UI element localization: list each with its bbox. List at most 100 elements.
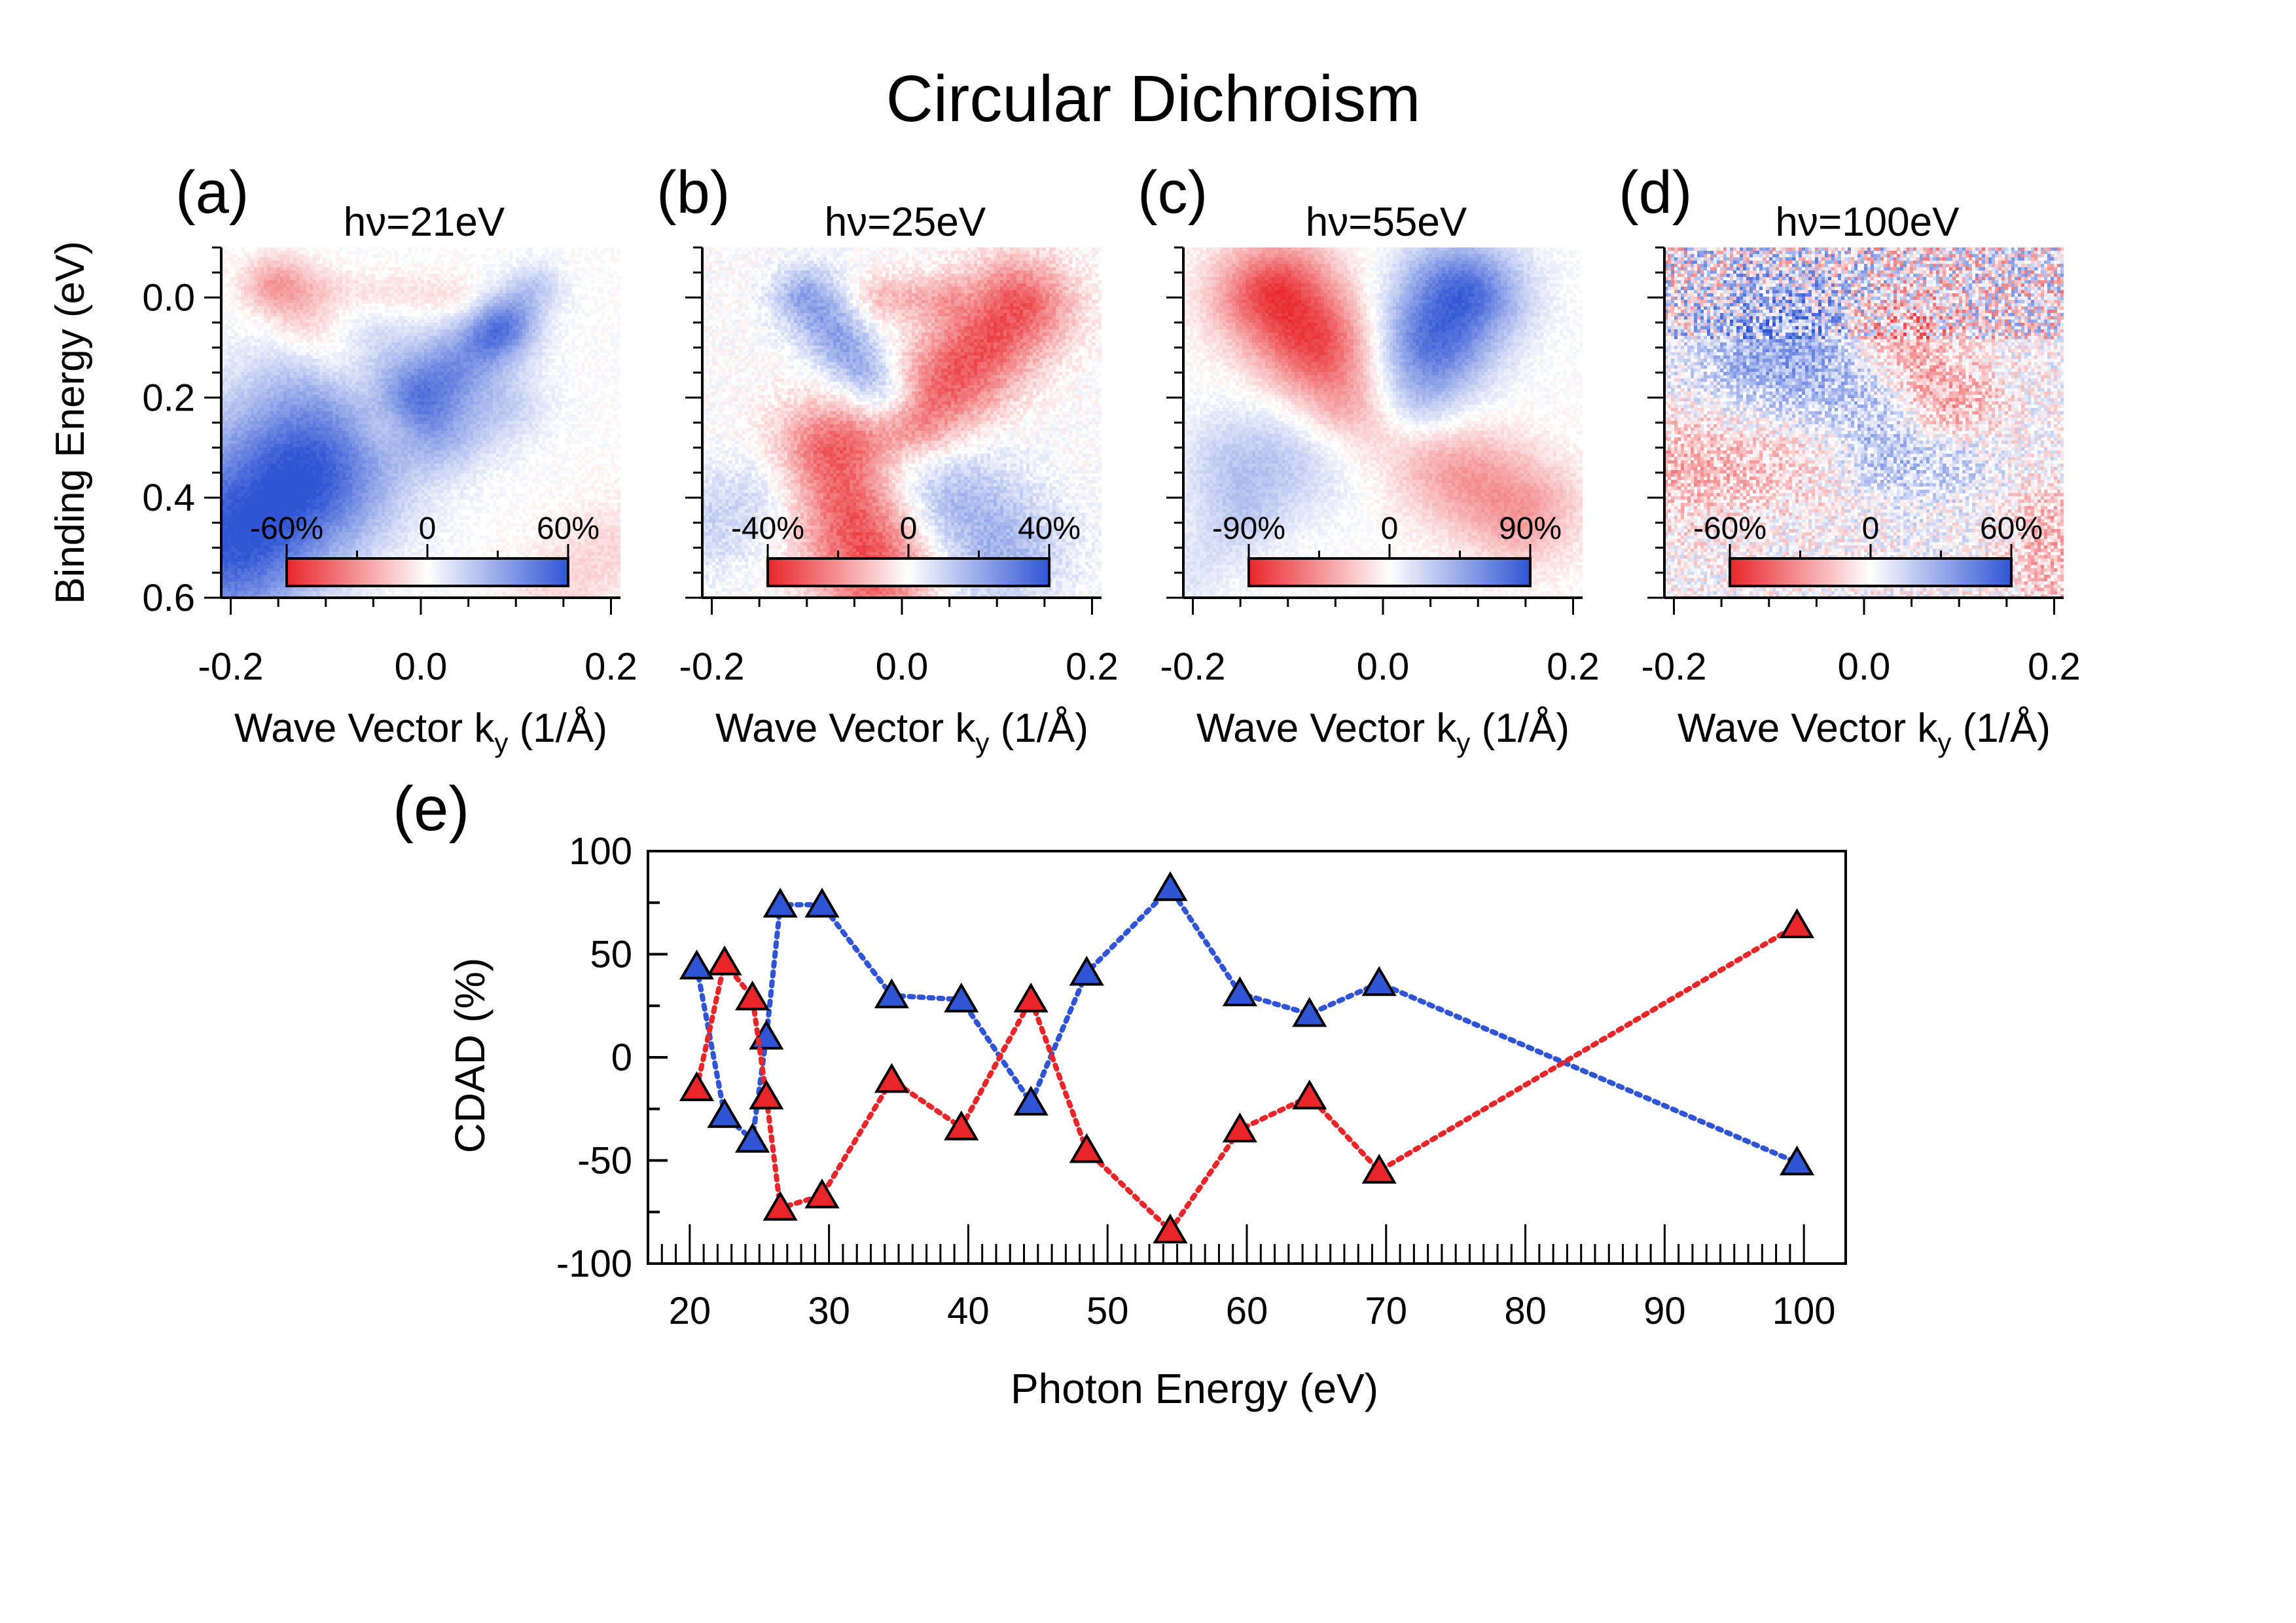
heatmap-cell — [493, 316, 497, 320]
heatmap-cell — [362, 382, 366, 386]
heatmap-cell — [221, 342, 225, 346]
heatmap-cell — [270, 356, 274, 359]
heatmap-cell — [228, 261, 232, 264]
heatmap-cell — [365, 388, 369, 392]
heatmap-cell — [313, 254, 317, 258]
heatmap-cell — [457, 346, 461, 350]
heatmap-cell — [336, 365, 340, 369]
heatmap-cell — [431, 365, 435, 369]
heatmap-cell — [486, 378, 490, 382]
heatmap-cell — [401, 290, 405, 294]
heatmap-cell — [313, 352, 317, 356]
heatmap-cell — [490, 333, 493, 337]
heatmap-cell — [444, 274, 448, 278]
heatmap-cell — [251, 280, 255, 284]
heatmap-cell — [480, 290, 484, 294]
heatmap-cell — [463, 398, 467, 402]
heatmap-cell — [418, 385, 422, 389]
heatmap-cell — [526, 398, 529, 402]
heatmap-cell — [238, 392, 242, 395]
heatmap-cell — [555, 378, 559, 382]
heatmap-cell — [522, 297, 526, 301]
heatmap-cell — [490, 264, 493, 268]
heatmap-cell — [424, 274, 428, 278]
heatmap-cell — [260, 323, 264, 327]
heatmap-cell — [264, 365, 268, 369]
heatmap-cell — [352, 290, 356, 294]
heatmap-cell — [293, 310, 297, 314]
heatmap-cell — [509, 313, 513, 317]
heatmap-cell — [355, 290, 359, 294]
heatmap-cell — [486, 372, 490, 376]
heatmap-cell — [264, 254, 268, 258]
heatmap-cell — [234, 310, 238, 314]
heatmap-cell — [251, 303, 255, 307]
heatmap-cell — [398, 297, 402, 301]
heatmap-cell — [571, 382, 575, 386]
heatmap-cell — [372, 290, 376, 294]
heatmap-cell — [300, 369, 304, 373]
heatmap-cell — [326, 261, 330, 264]
heatmap-cell — [382, 267, 386, 271]
heatmap-cell — [496, 300, 500, 304]
heatmap-cell — [509, 323, 513, 327]
heatmap-cell — [473, 287, 477, 291]
heatmap-cell — [310, 388, 314, 392]
heatmap-cell — [277, 333, 281, 337]
heatmap-cell — [542, 297, 546, 301]
heatmap-cell — [323, 280, 327, 284]
heatmap-cell — [535, 378, 539, 382]
heatmap-cell — [516, 333, 520, 337]
heatmap-cell — [306, 356, 310, 359]
heatmap-cell — [323, 339, 327, 343]
heatmap-cell — [283, 277, 287, 281]
heatmap-cell — [388, 365, 392, 369]
heatmap-cell — [287, 274, 291, 278]
heatmap-cell — [552, 247, 556, 251]
heatmap-cell — [365, 300, 369, 304]
heatmap-cell — [558, 267, 562, 271]
heatmap-cell — [552, 316, 556, 320]
heatmap-cell — [277, 401, 281, 405]
heatmap-cell — [535, 267, 539, 271]
heatmap-cell — [499, 251, 503, 255]
heatmap-cell — [591, 267, 595, 271]
heatmap-cell — [264, 274, 268, 278]
heatmap-cell — [519, 287, 523, 291]
heatmap-cell — [473, 326, 477, 330]
heatmap-cell — [414, 329, 418, 333]
heatmap-cell — [395, 300, 399, 304]
heatmap-cell — [395, 287, 399, 291]
heatmap-cell — [463, 319, 467, 323]
heatmap-cell — [388, 283, 392, 287]
heatmap-cell — [395, 283, 399, 287]
heatmap-cell — [617, 346, 620, 350]
heatmap-cell — [372, 267, 376, 271]
heatmap-cell — [388, 362, 392, 366]
heatmap-cell — [300, 306, 304, 310]
heatmap-cell — [247, 303, 251, 307]
heatmap-cell — [270, 297, 274, 301]
heatmap-cell — [329, 300, 333, 304]
heatmap-cell — [545, 247, 549, 251]
heatmap-cell — [414, 300, 418, 304]
heatmap-cell — [238, 385, 242, 389]
heatmap-cell — [434, 372, 438, 376]
heatmap-cell — [326, 352, 330, 356]
heatmap-cell — [460, 319, 464, 323]
heatmap-cell — [552, 359, 556, 363]
heatmap-cell — [493, 297, 497, 301]
heatmap-cell — [329, 283, 333, 287]
heatmap-cell — [598, 359, 601, 363]
heatmap-cell — [408, 372, 412, 376]
heatmap-cell — [313, 362, 317, 366]
heatmap-cell — [293, 267, 297, 271]
heatmap-cell — [617, 365, 620, 369]
heatmap-cell — [241, 339, 245, 343]
heatmap-cell — [601, 333, 605, 337]
heatmap-cell — [611, 326, 615, 330]
heatmap-cell — [486, 326, 490, 330]
heatmap-cell — [614, 293, 618, 297]
heatmap-cell — [228, 267, 232, 271]
heatmap-cell — [244, 270, 248, 274]
